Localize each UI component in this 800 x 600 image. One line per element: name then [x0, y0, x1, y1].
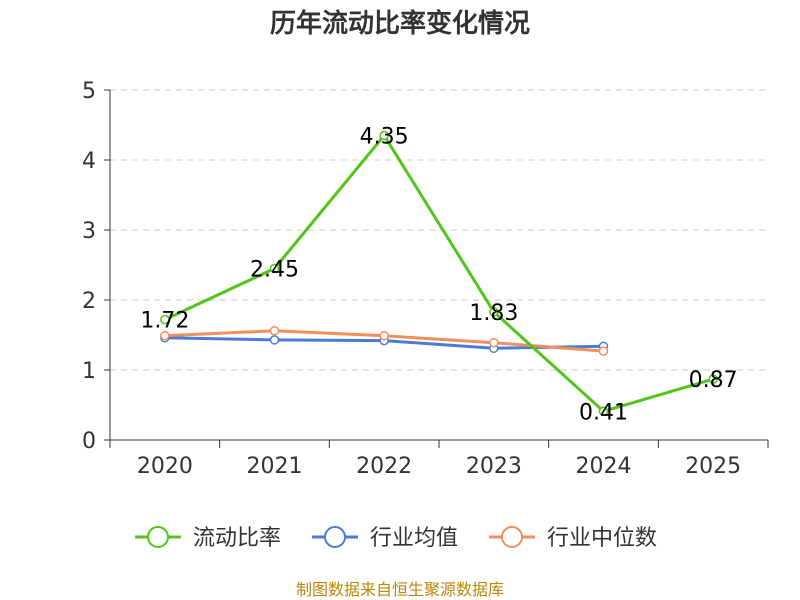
legend-label: 行业中位数: [547, 526, 657, 551]
chart-title: 历年流动比率变化情况: [270, 8, 530, 39]
x-tick-label: 2024: [576, 454, 632, 479]
data-point: [708, 374, 718, 384]
legend-marker: [501, 526, 523, 548]
axes: 0 1 2 3 4 5 2020 2021 2022 2023 2024 2025: [82, 79, 769, 479]
legend-marker: [147, 526, 169, 548]
data-label: 2.45: [250, 258, 299, 283]
legend[interactable]: 流动比率 行业均值 行业中位数: [135, 526, 657, 551]
legend-label: 流动比率: [193, 526, 281, 551]
data-point: [379, 130, 389, 141]
y-tick-label: 2: [82, 289, 96, 314]
y-tick-label: 0: [82, 429, 96, 454]
y-tick-label: 4: [82, 149, 96, 174]
x-tick-label: 2023: [466, 454, 522, 479]
x-tick-label: 2020: [137, 454, 193, 479]
x-tick-label: 2021: [247, 454, 303, 479]
legend-item[interactable]: 行业均值: [312, 526, 458, 551]
data-point: [160, 314, 170, 325]
legend-item[interactable]: 流动比率: [135, 526, 281, 551]
x-tick-label: 2022: [356, 454, 412, 479]
data-point: [269, 263, 280, 274]
y-tick-label: 1: [82, 359, 96, 384]
data-point: [160, 330, 170, 341]
data-point: [269, 335, 280, 345]
y-tick-label: 5: [82, 79, 96, 104]
data-labels: 1.72 2.45 4.35 1.83 0.41 0.87: [140, 125, 737, 426]
data-label: 1.83: [469, 301, 518, 326]
legend-marker: [324, 526, 346, 548]
series-lines: [160, 130, 718, 417]
data-point: [489, 337, 499, 348]
data-point: [379, 330, 389, 341]
legend-item[interactable]: 行业中位数: [489, 526, 657, 551]
series-line: [164, 134, 714, 413]
data-label: 1.72: [140, 309, 189, 334]
data-point: [269, 326, 280, 336]
source-note: 制图数据来自恒生聚源数据库: [296, 580, 504, 599]
x-tick-label: 2025: [685, 454, 741, 479]
data-point: [598, 406, 609, 417]
legend-label: 行业均值: [370, 526, 458, 551]
grid-lines: [110, 89, 768, 371]
data-point: [489, 307, 499, 317]
data-label: 0.41: [579, 400, 628, 425]
data-label: 0.87: [689, 368, 738, 393]
data-point: [598, 346, 609, 356]
y-tick-label: 3: [82, 219, 96, 244]
data-label: 4.35: [360, 125, 409, 150]
